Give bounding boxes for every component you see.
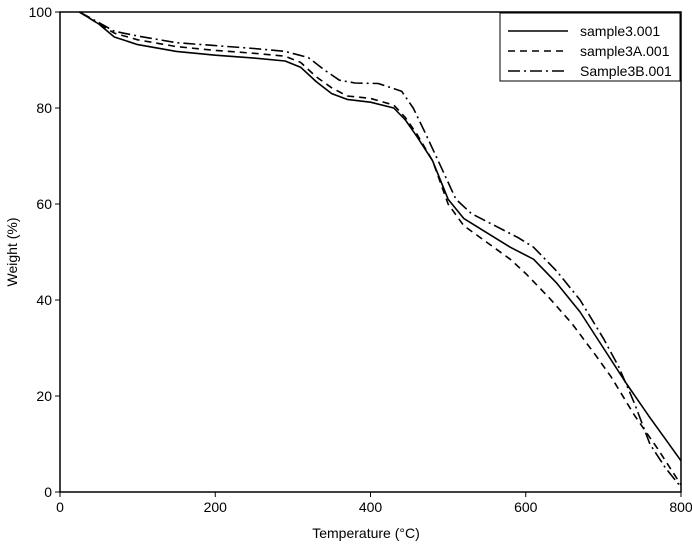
y-axis-title: Weight (%) [4, 218, 20, 287]
y-tick-label: 0 [44, 484, 52, 500]
x-tick-label: 200 [204, 499, 228, 515]
y-tick-label: 80 [36, 100, 52, 116]
legend-label-sample3: sample3.001 [580, 23, 660, 39]
y-tick-label: 60 [36, 196, 52, 212]
series-lines [78, 11, 682, 488]
series-line-0 [78, 11, 682, 462]
y-tick-label: 100 [29, 4, 53, 20]
series-line-1 [78, 11, 682, 486]
plot-area [59, 11, 682, 493]
x-tick-label: 0 [56, 499, 64, 515]
axis-ticks: 0 200 400 600 800 0 20 40 60 80 100 [29, 4, 692, 515]
x-tick-label: 800 [669, 499, 692, 515]
legend-box [499, 12, 681, 82]
y-tick-label: 40 [36, 292, 52, 308]
legend: sample3.001 sample3A.001 Sample3B.001 [499, 12, 681, 82]
y-tick-label: 20 [36, 388, 52, 404]
x-tick-label: 600 [514, 499, 538, 515]
x-axis-title: Temperature (°C) [312, 525, 420, 541]
legend-label-sample3b: Sample3B.001 [580, 63, 672, 79]
x-tick-label: 400 [359, 499, 383, 515]
legend-label-sample3a: sample3A.001 [580, 43, 670, 59]
series-line-2 [79, 11, 682, 488]
